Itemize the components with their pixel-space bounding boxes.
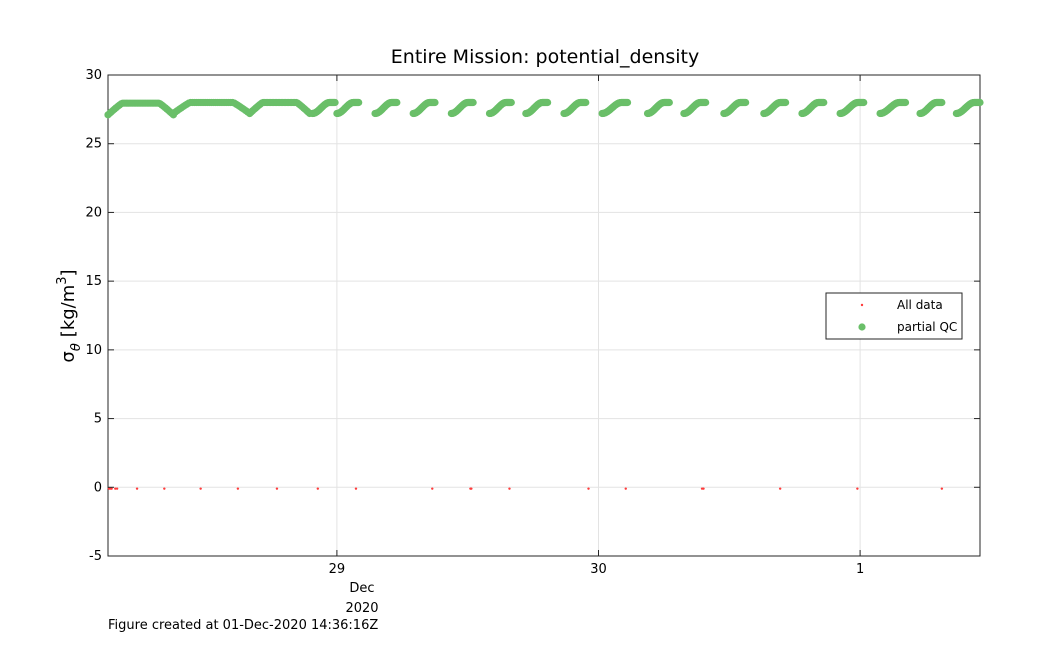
y-label-superscript: 3 [55,276,70,284]
y-tick-label: 25 [85,137,102,152]
partial-qc-point [507,98,515,107]
x-tick-label: 1 [856,562,864,577]
legend: All data partial QC [825,292,963,340]
svg-text:σθ[kg/m3]: σθ [kg/m3] [55,269,84,362]
all-data-point [199,487,202,490]
x-axis-ticks: 29 30 1 [329,75,864,577]
figure-footnote: Figure created at 01-Dec-2020 14:36:16Z [108,618,378,633]
all-data-point [354,487,358,490]
all-data-point [587,487,590,490]
y-tick-label: 20 [85,205,102,220]
partial-qc-point [393,98,401,107]
all-data-point [114,487,117,490]
data-marks [104,98,984,490]
partial-qc-point [623,98,632,107]
partial-qc-point [544,98,552,107]
partial-qc-point [582,98,590,107]
legend-marker-all-data [860,303,864,307]
all-data-point [115,487,119,490]
y-tick-label: 30 [85,68,102,83]
plot-frame [107,74,981,557]
x-tick-label: 29 [329,562,346,577]
legend-box [825,292,963,340]
partial-qc-point [901,98,910,107]
y-tick-label: 10 [85,343,102,358]
all-data-point [163,487,166,490]
legend-label-partial-qc: partial QC [897,320,957,334]
y-tick-label: 5 [94,412,102,427]
partial-qc-point [938,98,946,107]
y-tick-label: 15 [85,274,102,289]
x-axis-year-label: 2020 [345,601,378,616]
partial-qc-point [431,98,439,107]
all-data-point [508,487,511,490]
partial-qc-point [355,98,363,107]
partial-qc-point [331,98,339,107]
partial-qc-point [860,98,868,107]
y-label-unit: [kg/m [58,285,79,337]
all-data-point [470,487,473,490]
all-data-point [110,487,113,490]
all-data-point [856,487,859,490]
all-data-point [316,487,320,490]
partial-qc-point [665,98,673,107]
legend-marker-partial-qc [858,323,866,331]
all-data-point [624,487,627,490]
legend-label-all-data: All data [897,298,943,312]
all-data-point [940,487,944,490]
all-data-point [236,487,240,490]
y-axis-ticks: -5 0 5 10 15 20 25 30 [85,68,980,564]
partial-qc-point [782,98,790,107]
y-label-unit-close: ] [58,269,79,276]
y-axis-label: σθ [kg/m3] [55,269,84,362]
y-tick-label: 0 [94,480,102,495]
all-data-point [778,487,782,490]
partial-qc-point [702,98,710,107]
all-data-point [431,487,434,490]
x-tick-label: 30 [590,562,607,577]
x-axis-month-label: Dec [349,581,374,596]
y-tick-label: -5 [89,549,102,564]
all-data-point [135,487,139,490]
partial-qc-point [469,98,477,107]
all-data-point [702,487,705,490]
partial-qc-point [742,98,750,107]
partial-qc-point [820,98,828,107]
y-label-symbol: σ [58,351,79,362]
grid [108,74,980,557]
all-data-point [275,487,279,490]
y-label-subscript: θ [69,343,84,351]
partial-qc-point [976,98,984,107]
chart-title: Entire Mission: potential_density [391,46,699,68]
